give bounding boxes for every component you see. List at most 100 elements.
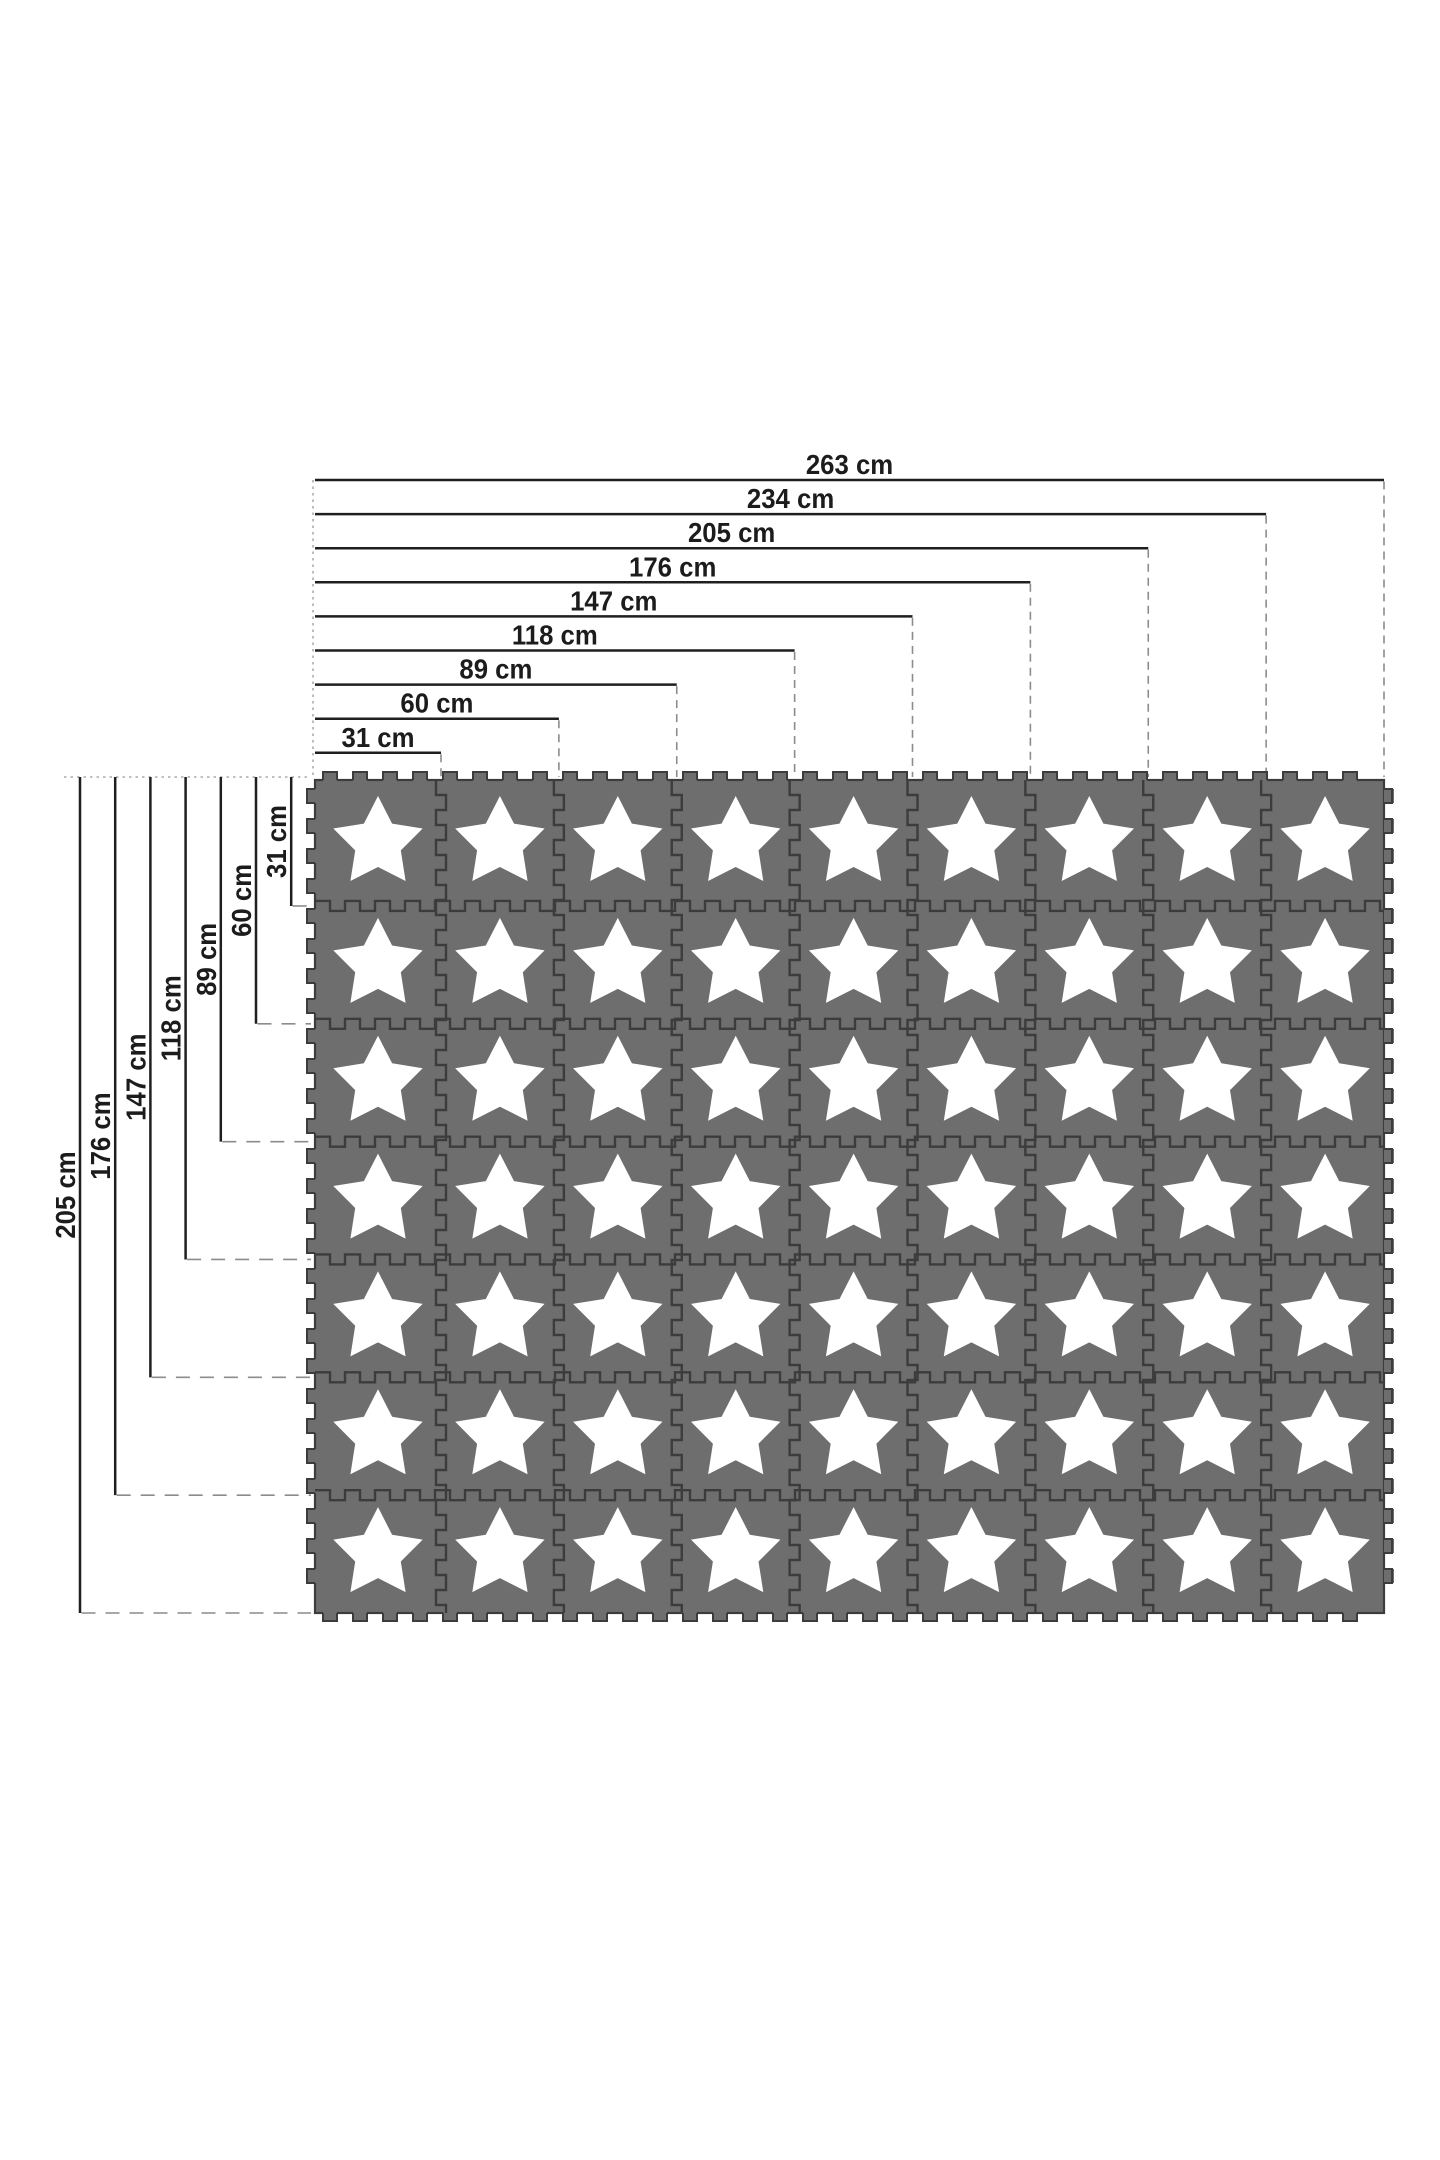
mat-edge-tooth-outline <box>1384 1508 1393 1524</box>
mat-edge-tooth <box>803 1611 817 1621</box>
mat-edge-tooth-outline <box>306 908 315 924</box>
star-icon <box>808 1035 899 1121</box>
mat-edge-tooth <box>307 1569 317 1583</box>
star-icon <box>926 1153 1017 1239</box>
mat-tile-seam-horizontal <box>315 899 1384 913</box>
mat-edge-tooth <box>307 849 317 863</box>
mat-edge-tooth <box>1283 772 1297 782</box>
star-icon <box>455 796 545 881</box>
mat-edge-tooth-outline <box>562 771 578 780</box>
star-icon <box>808 1507 899 1593</box>
mat-edge-tooth-outline <box>306 1358 315 1374</box>
star-icon <box>1280 1271 1370 1357</box>
mat-edge-tooth <box>1013 1611 1027 1621</box>
mat-edge-tooth-outline <box>1312 771 1328 780</box>
star-icon <box>691 1271 781 1357</box>
star-icon <box>1044 917 1134 1003</box>
mat-edge-tooth <box>383 772 397 782</box>
star-icon <box>333 1153 423 1239</box>
mat-edge-tooth-outline <box>472 1613 488 1622</box>
mat-edge-tooth-outline <box>306 1478 315 1494</box>
mat-edge-tooth <box>1073 772 1087 782</box>
mat-edge-tooth <box>323 1611 337 1621</box>
mat-edge-tooth-outline <box>1384 1388 1393 1404</box>
mat-edge-tooth-outline <box>1252 1613 1268 1622</box>
mat-edge-tooth <box>1384 1479 1394 1493</box>
star-icon <box>573 1389 663 1475</box>
mat-edge-tooth-outline <box>1282 771 1298 780</box>
mat-edge-tooth-outline <box>652 1613 668 1622</box>
mat-edge-tooth-outline <box>922 1613 938 1622</box>
mat-edge-tooth-outline <box>832 1613 848 1622</box>
star-icon <box>1044 1271 1134 1357</box>
mat-edge-tooth <box>683 1611 697 1621</box>
mat-edge-tooth-outline <box>1042 1613 1058 1622</box>
mat-edge-tooth <box>443 772 457 782</box>
mat-edge-tooth-outline <box>306 1298 315 1314</box>
mat-edge-tooth <box>307 1359 317 1373</box>
star-icon <box>455 1271 545 1357</box>
mat-edge-tooth-outline <box>382 771 398 780</box>
mat-edge-tooth <box>413 772 427 782</box>
star-icon <box>1280 796 1370 881</box>
mat-edge-tooth-outline <box>1162 1613 1178 1622</box>
mat-edge-tooth-outline <box>742 1613 758 1622</box>
mat-edge-tooth-outline <box>306 1328 315 1344</box>
mat-edge-tooth-outline <box>1384 998 1393 1014</box>
guide-lines <box>64 480 314 778</box>
mat-edge-tooth-outline <box>622 1613 638 1622</box>
mat-edge-tooth-outline <box>1384 1418 1393 1434</box>
mat-edge-tooth <box>1103 772 1117 782</box>
mat-edge-tooth <box>803 772 817 782</box>
top-dimension-label: 60 cm <box>400 688 473 719</box>
star-icon <box>333 1035 423 1121</box>
mat-edge-tooth <box>307 1059 317 1073</box>
mat-edge-tooth-outline <box>1384 1238 1393 1254</box>
mat-edge-tooth-outline <box>1384 968 1393 984</box>
mat-edge-tooth <box>953 1611 967 1621</box>
mat-edge-tooth <box>773 772 787 782</box>
mat-edge-tooth-outline <box>306 788 315 804</box>
mat-edge-tooth <box>1253 772 1267 782</box>
star-icon <box>808 917 899 1003</box>
mat-edge-tooth-outline <box>352 771 368 780</box>
mat-edge-tooth <box>473 1611 487 1621</box>
mat-edge-tooth-outline <box>306 938 315 954</box>
mat-edge-tooth <box>1043 1611 1057 1621</box>
star-icon <box>1162 1389 1252 1475</box>
mat-edge-tooth-outline <box>1384 1328 1393 1344</box>
mat-edge-tooth <box>1384 999 1394 1013</box>
mat-edge-tooth <box>503 772 517 782</box>
mat-edge-tooth-outline <box>832 771 848 780</box>
mat-edge-tooth <box>1384 1149 1394 1163</box>
mat-tile-seam-horizontal <box>315 1017 1384 1030</box>
mat-edge-tooth <box>1223 772 1237 782</box>
mat-edge-tooth-outline <box>1102 1613 1118 1622</box>
mat-edge-tooth <box>1313 1611 1327 1621</box>
mat-edge-tooth <box>1043 772 1057 782</box>
mat-edge-tooth-outline <box>306 878 315 894</box>
mat-edge-tooth-outline <box>412 771 428 780</box>
star-icon <box>1280 917 1370 1003</box>
mat-edge-tooth-outline <box>802 1613 818 1622</box>
mat-edge-tooth-outline <box>1384 1268 1393 1284</box>
top-dimension-label: 234 cm <box>747 483 834 514</box>
mat-edge-tooth <box>307 909 317 923</box>
mat-tile-seam-horizontal <box>315 1488 1384 1502</box>
mat-edge-tooth-outline <box>306 1568 315 1584</box>
mat-edge-tooth <box>307 1239 317 1253</box>
mat-edge-tooth <box>923 1611 937 1621</box>
mat-edge-tooth <box>593 1611 607 1621</box>
mat-edge-tooth <box>983 772 997 782</box>
mat-edge-tooth <box>1384 1419 1394 1433</box>
mat-edge-tooth <box>863 772 877 782</box>
mat-edge-tooth-outline <box>862 1613 878 1622</box>
mat-tile-seam-vertical <box>906 780 919 1613</box>
star-icon <box>691 1507 781 1593</box>
mat-edge-tooth-outline <box>622 771 638 780</box>
mat-edge-tooth <box>307 1539 317 1553</box>
mat-edge-tooth-outline <box>382 1613 398 1622</box>
star-icon <box>1280 1389 1370 1475</box>
star-icon <box>926 1507 1017 1593</box>
